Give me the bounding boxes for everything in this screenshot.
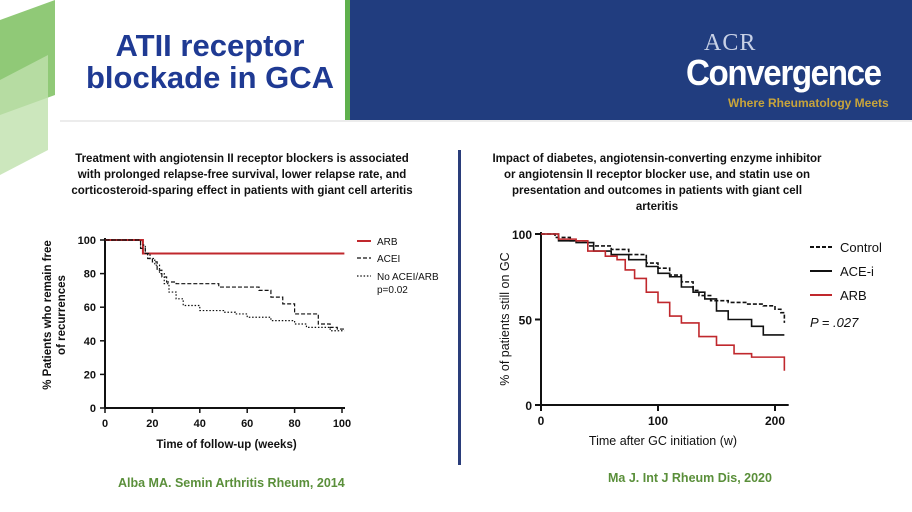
y-axis-title-line-1: % Patients who remain free xyxy=(42,240,54,390)
legend-label: ARB xyxy=(377,237,398,248)
y-tick-label: 100 xyxy=(512,228,532,242)
y-tick-label: 0 xyxy=(525,399,532,413)
left-citation: Alba MA. Semin Arthritis Rheum, 2014 xyxy=(118,476,345,490)
y-tick-label: 60 xyxy=(84,302,96,314)
series-line-no-acei-arb xyxy=(105,239,345,332)
right-heading-line: or angiotensin II receptor blocker use, … xyxy=(503,169,811,181)
y-axis-title: % of patients still on GC xyxy=(498,252,512,385)
column-divider xyxy=(458,150,461,465)
slide-title-line-1: ATII receptor xyxy=(115,28,305,63)
logo-convergence-text: Convergence xyxy=(686,52,882,93)
x-tick-label: 60 xyxy=(241,418,253,430)
x-tick-label: 20 xyxy=(146,418,158,430)
left-heading-line: corticosteroid-sparing effect in patient… xyxy=(71,185,413,197)
slide-title-line-2: blockade in GCA xyxy=(85,60,335,95)
green-accent-shape-bottom xyxy=(0,55,48,175)
logo-tagline: Where Rheumatology Meets xyxy=(728,96,889,110)
x-axis-title: Time after GC initiation (w) xyxy=(589,434,737,448)
logo-acr-text: ACR xyxy=(704,30,757,56)
legend-label: ARB xyxy=(840,288,867,303)
x-axis-title: Time of follow-up (weeks) xyxy=(156,439,297,451)
legend-label: Control xyxy=(840,240,882,255)
left-study-heading: Treatment with angiotensin II receptor b… xyxy=(62,151,422,199)
x-tick-label: 0 xyxy=(538,414,545,428)
series-line-ace-i xyxy=(541,233,785,336)
y-tick-label: 80 xyxy=(84,269,96,281)
x-tick-label: 100 xyxy=(648,414,668,428)
legend-label: No ACEI/ARB xyxy=(377,272,439,283)
header-banner xyxy=(350,0,912,120)
series-line-arb xyxy=(541,233,786,371)
y-tick-label: 50 xyxy=(519,314,533,328)
y-tick-label: 20 xyxy=(84,369,96,381)
y-tick-label: 100 xyxy=(78,235,96,247)
legend-label: ACEI xyxy=(377,254,400,265)
y-tick-label: 40 xyxy=(84,336,96,348)
x-tick-label: 40 xyxy=(194,418,206,430)
slide-title: ATII receptor blockade in GCA xyxy=(60,30,360,94)
x-tick-label: 0 xyxy=(102,418,108,430)
right-citation: Ma J. Int J Rheum Dis, 2020 xyxy=(608,471,772,485)
series-line-control xyxy=(541,233,786,323)
y-axis-title-line-2: of recurrences xyxy=(56,275,68,355)
p-value-annotation: p=0.02 xyxy=(377,285,408,296)
y-tick-label: 0 xyxy=(90,403,96,415)
banner-green-stripe xyxy=(345,0,351,120)
left-heading-line: Treatment with angiotensin II receptor b… xyxy=(75,153,409,165)
right-study-heading: Impact of diabetes, angiotensin-converti… xyxy=(492,151,822,215)
right-heading-line: presentation and outcomes in patients wi… xyxy=(511,185,803,213)
legend-label: ACE-i xyxy=(840,264,874,279)
x-tick-label: 100 xyxy=(333,418,351,430)
x-tick-label: 80 xyxy=(288,418,300,430)
p-value-annotation: P = .027 xyxy=(810,315,859,330)
right-heading-line: Impact of diabetes, angiotensin-converti… xyxy=(492,153,822,165)
x-tick-label: 200 xyxy=(765,414,785,428)
left-heading-line: with prolonged relapse-free survival, lo… xyxy=(77,169,407,181)
